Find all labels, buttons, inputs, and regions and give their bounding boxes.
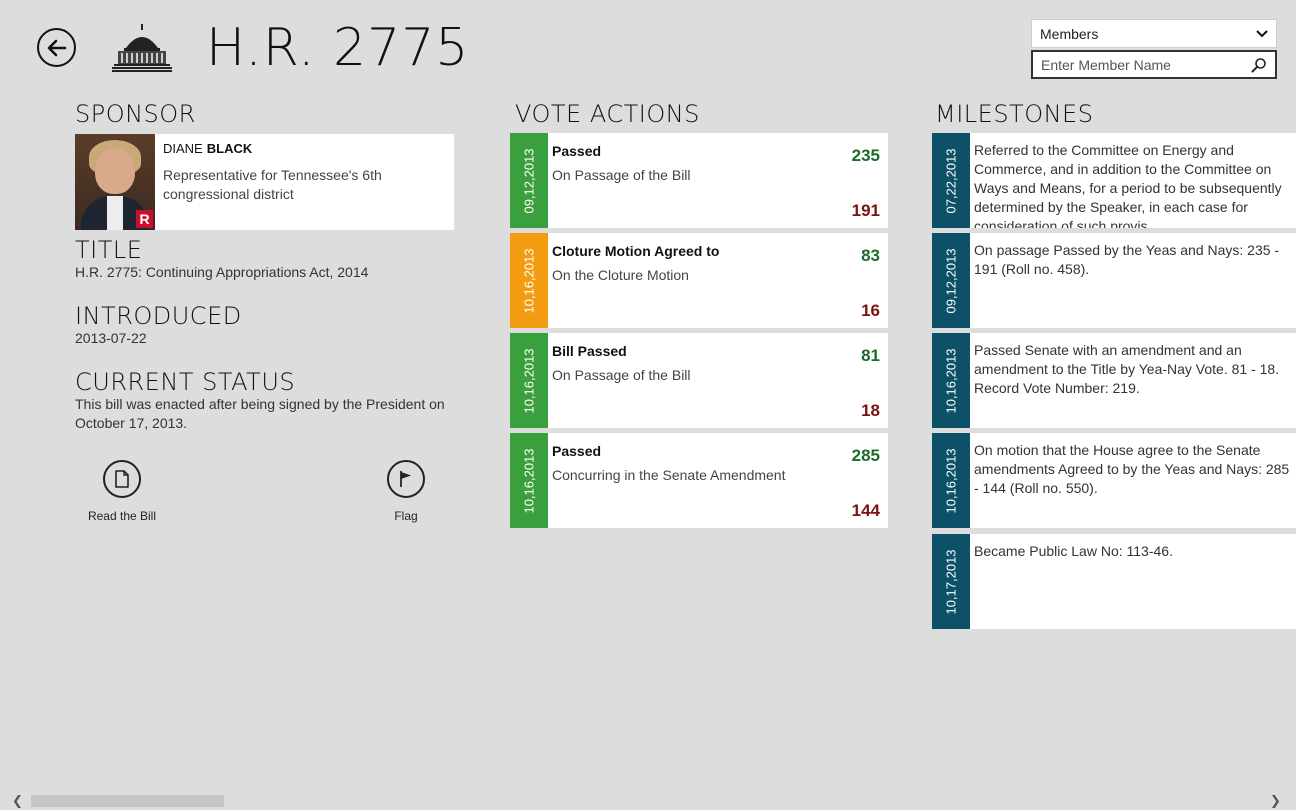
capitol-icon [112,24,172,72]
introduced-heading: INTRODUCED [75,302,242,330]
vote-date: 09,12,2013 [521,147,537,214]
sponsor-last-name: BLACK [206,141,253,156]
milestone-card[interactable]: 07,22,2013 Referred to the Committee on … [932,133,1296,228]
milestone-date: 10,17,2013 [943,548,959,615]
vote-card[interactable]: 10,16,2013 Bill Passed On Passage of the… [510,333,888,428]
vote-yeas: 235 [851,146,880,165]
flag-icon [400,471,411,487]
member-search-box [1031,50,1277,79]
sponsor-photo: R [75,134,155,230]
milestone-text: On motion that the House agree to the Se… [974,442,1290,496]
sponsor-name: DIANE BLACK [163,141,413,156]
scroll-left-icon[interactable]: ❮ [12,793,23,808]
sponsor-heading: SPONSOR [75,100,196,128]
milestone-date: 10,16,2013 [943,347,959,414]
read-bill-button[interactable]: Read the Bill [86,460,158,523]
vote-date-strip: 10,16,2013 [510,333,548,428]
vote-date-strip: 10,16,2013 [510,233,548,328]
vote-yeas: 285 [851,446,880,465]
back-arrow-icon [47,39,66,56]
vote-date: 10,16,2013 [521,347,537,414]
milestone-date: 09,12,2013 [943,247,959,314]
vote-card[interactable]: 10,16,2013 Passed Concurring in the Sena… [510,433,888,528]
vote-nays: 191 [851,201,880,220]
milestone-date: 07,22,2013 [943,147,959,214]
members-dropdown[interactable]: Members [1031,19,1277,48]
milestone-text: Passed Senate with an amendment and an a… [974,342,1280,396]
introduced-date: 2013-07-22 [75,330,147,346]
vote-card[interactable]: 09,12,2013 Passed On Passage of the Bill… [510,133,888,228]
vote-nays: 144 [851,501,880,520]
milestone-date-strip: 10,16,2013 [932,333,970,428]
vote-date-strip: 10,16,2013 [510,433,548,528]
members-dropdown-value: Members [1040,25,1099,42]
flag-button[interactable]: Flag [376,460,436,523]
flag-label: Flag [394,509,418,523]
milestone-card[interactable]: 10,16,2013 Passed Senate with an amendme… [932,333,1296,428]
vote-result: Bill Passed [552,343,627,359]
vote-question: Concurring in the Senate Amendment [552,467,786,483]
vote-result: Cloture Motion Agreed to [552,243,720,259]
vote-question: On Passage of the Bill [552,167,691,183]
vote-nays: 16 [861,301,880,320]
milestones-heading: MILESTONES [935,100,1094,128]
milestone-date-strip: 09,12,2013 [932,233,970,328]
scroll-right-icon[interactable]: ❯ [1270,793,1281,808]
milestone-text: Became Public Law No: 113-46. [974,543,1173,559]
vote-question: On Passage of the Bill [552,367,691,383]
milestone-date-strip: 07,22,2013 [932,133,970,228]
document-icon [115,470,129,488]
page-title: H.R. 2775 [206,18,470,78]
horizontal-scrollbar[interactable]: ❮ ❯ [0,792,1296,810]
bill-title: H.R. 2775: Continuing Appropriations Act… [75,264,369,280]
vote-card[interactable]: 10,16,2013 Cloture Motion Agreed to On t… [510,233,888,328]
milestone-card[interactable]: 09,12,2013 On passage Passed by the Yeas… [932,233,1296,328]
vote-question: On the Cloture Motion [552,267,689,283]
current-status-text: This bill was enacted after being signed… [75,396,445,431]
milestone-date: 10,16,2013 [943,447,959,514]
sponsor-first-name: DIANE [163,141,203,156]
chevron-down-icon [1256,29,1268,37]
milestone-card[interactable]: 10,16,2013 On motion that the House agre… [932,433,1296,528]
milestone-date-strip: 10,16,2013 [932,433,970,528]
member-search-input[interactable] [1041,56,1251,73]
party-badge: R [136,210,153,228]
vote-result: Passed [552,143,602,159]
read-bill-label: Read the Bill [87,509,157,523]
vote-date-strip: 09,12,2013 [510,133,548,228]
title-heading: TITLE [75,236,143,264]
milestone-date-strip: 10,17,2013 [932,534,970,629]
milestone-text: Referred to the Committee on Energy and … [974,142,1282,228]
milestone-text: On passage Passed by the Yeas and Nays: … [974,242,1280,277]
vote-result: Passed [552,443,602,459]
current-status-heading: CURRENT STATUS [75,368,296,396]
milestone-card[interactable]: 10,17,2013 Became Public Law No: 113-46. [932,534,1296,629]
search-icon[interactable] [1251,57,1267,73]
vote-nays: 18 [861,401,880,420]
vote-yeas: 83 [861,246,880,265]
vote-yeas: 81 [861,346,880,365]
sponsor-card[interactable]: R DIANE BLACK Representative for Tennesse… [75,134,454,230]
vote-actions-heading: VOTE ACTIONS [515,100,700,128]
scroll-thumb[interactable] [31,795,224,807]
vote-date: 10,16,2013 [521,247,537,314]
sponsor-description: Representative for Tennessee's 6th congr… [163,167,382,202]
vote-date: 10,16,2013 [521,447,537,514]
back-button[interactable] [37,28,76,67]
